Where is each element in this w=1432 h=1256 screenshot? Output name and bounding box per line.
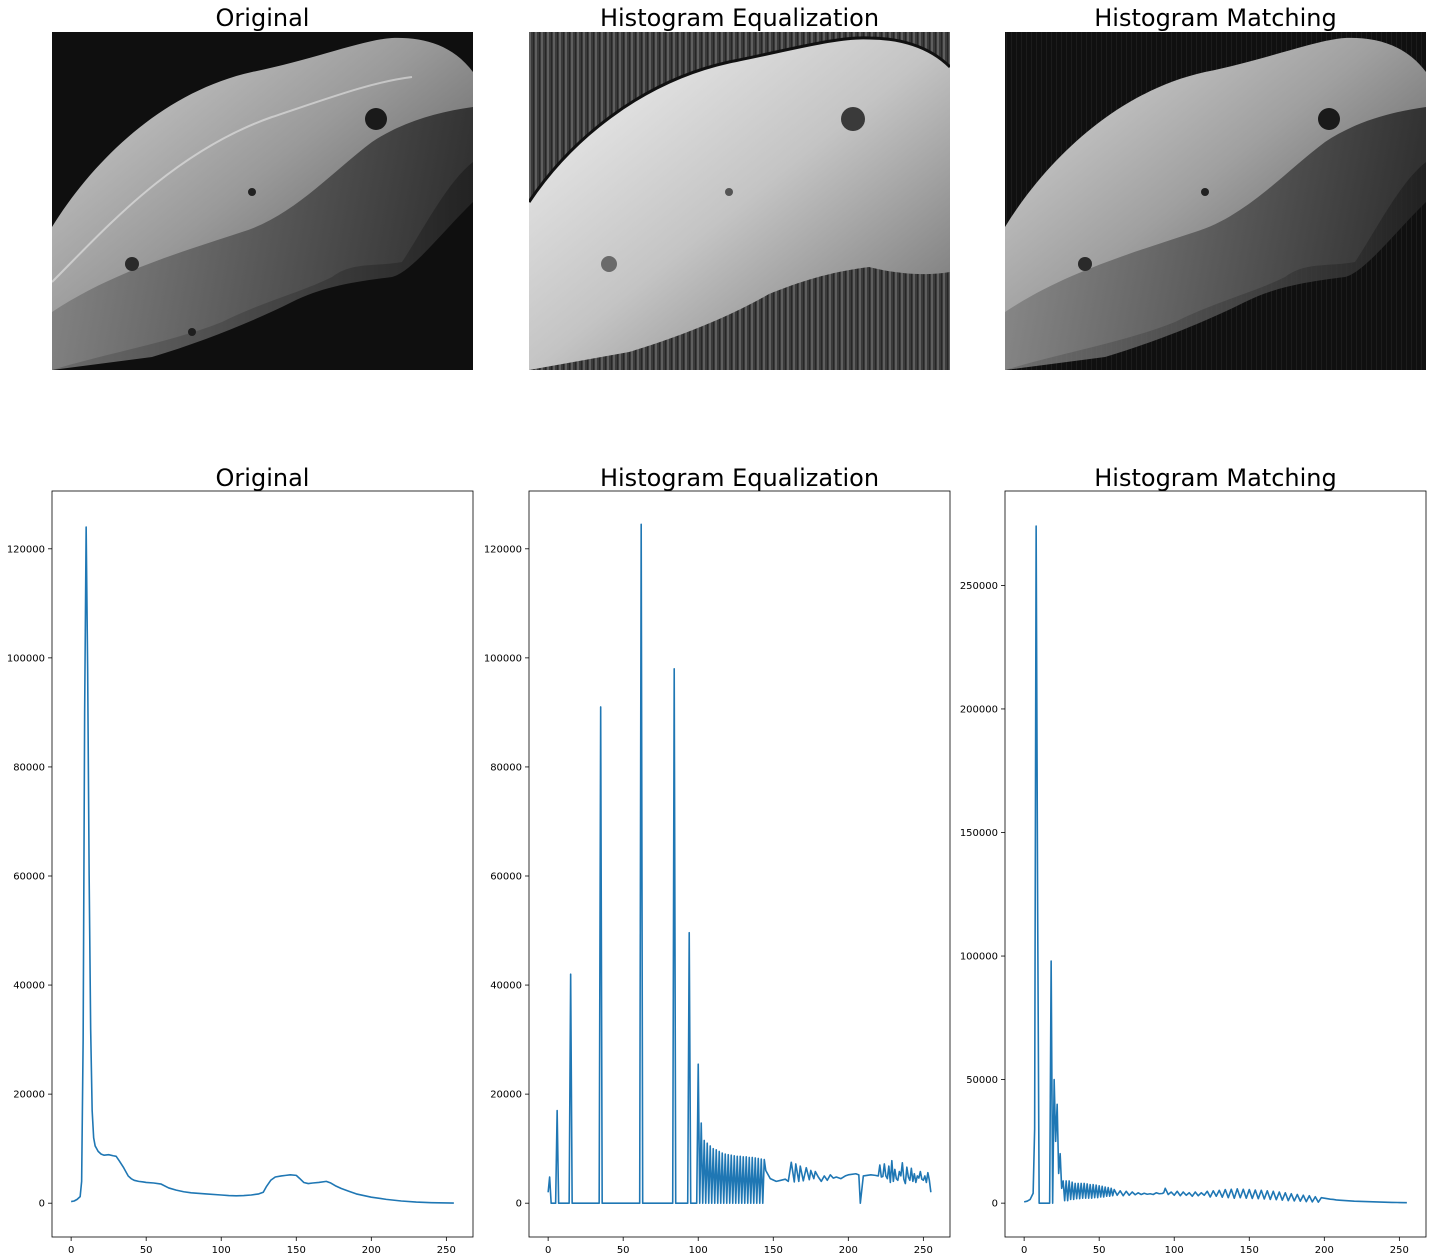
image-title-equalization: Histogram Equalization — [599, 4, 880, 32]
plot-frame — [51, 490, 474, 1238]
y-tick-label: 40000 — [490, 981, 522, 992]
chart-2: 0 50 100 150 200 250 0 50000 100000 150000 200000 2… — [960, 490, 1427, 1256]
x-tick-label: 200 — [362, 1245, 381, 1256]
y-tick-label: 60000 — [490, 871, 522, 882]
y-tick-label: 100000 — [960, 952, 998, 963]
x-tick-label: 50 — [140, 1245, 153, 1256]
x-tick-label: 250 — [1390, 1245, 1409, 1256]
y-tick-label: 120000 — [7, 544, 45, 555]
y-tick-label: 80000 — [13, 762, 45, 773]
plot-frame — [528, 490, 951, 1238]
y-tick-label: 60000 — [13, 871, 45, 882]
y-tick-label: 20000 — [490, 1090, 522, 1101]
y-tick-label: 0 — [39, 1199, 45, 1210]
x-tick-label: 50 — [617, 1245, 630, 1256]
y-tick-label: 50000 — [966, 1075, 998, 1086]
x-tick-label: 100 — [1165, 1245, 1184, 1256]
y-tick-label: 100000 — [7, 653, 45, 664]
chart-title-matching: Histogram Matching — [1094, 464, 1337, 492]
chart-title-equalization: Histogram Equalization — [599, 464, 880, 492]
series-line — [1023, 525, 1407, 1204]
x-tick-label: 100 — [212, 1245, 231, 1256]
x-tick-label: 0 — [1021, 1245, 1027, 1256]
chart-title-original: Original — [215, 464, 310, 492]
y-tick-label: 100000 — [484, 653, 522, 664]
x-tick-label: 250 — [437, 1245, 456, 1256]
x-tick-label: 250 — [914, 1245, 933, 1256]
plot-frame — [1004, 490, 1427, 1238]
y-tick-label: 200000 — [960, 704, 998, 715]
x-tick-label: 150 — [287, 1245, 306, 1256]
x-tick-label: 0 — [545, 1245, 551, 1256]
x-tick-label: 200 — [1315, 1245, 1334, 1256]
image-title-matching: Histogram Matching — [1094, 4, 1337, 32]
x-tick-label: 150 — [764, 1245, 783, 1256]
x-tick-label: 150 — [1240, 1245, 1259, 1256]
x-tick-label: 0 — [68, 1245, 74, 1256]
chart-1: 0 50 100 150 200 250 0 20000 40000 60000 80000 1000… — [484, 490, 951, 1256]
series-line — [547, 523, 932, 1204]
original-image — [52, 32, 473, 370]
y-tick-label: 20000 — [13, 1090, 45, 1101]
y-tick-label: 120000 — [484, 544, 522, 555]
x-tick-label: 200 — [839, 1245, 858, 1256]
equalized-image — [529, 32, 950, 370]
chart-0: 0 50 100 150 200 250 0 20000 40000 60000 80000 1000… — [7, 490, 474, 1256]
y-tick-label: 250000 — [960, 581, 998, 592]
x-tick-label: 50 — [1093, 1245, 1106, 1256]
y-tick-label: 0 — [992, 1199, 998, 1210]
series-line — [70, 526, 454, 1204]
y-tick-label: 40000 — [13, 981, 45, 992]
image-title-original: Original — [215, 4, 310, 32]
matched-image — [1005, 32, 1426, 370]
x-tick-label: 100 — [689, 1245, 708, 1256]
y-tick-label: 80000 — [490, 762, 522, 773]
y-tick-label: 0 — [516, 1199, 522, 1210]
y-tick-label: 150000 — [960, 828, 998, 839]
